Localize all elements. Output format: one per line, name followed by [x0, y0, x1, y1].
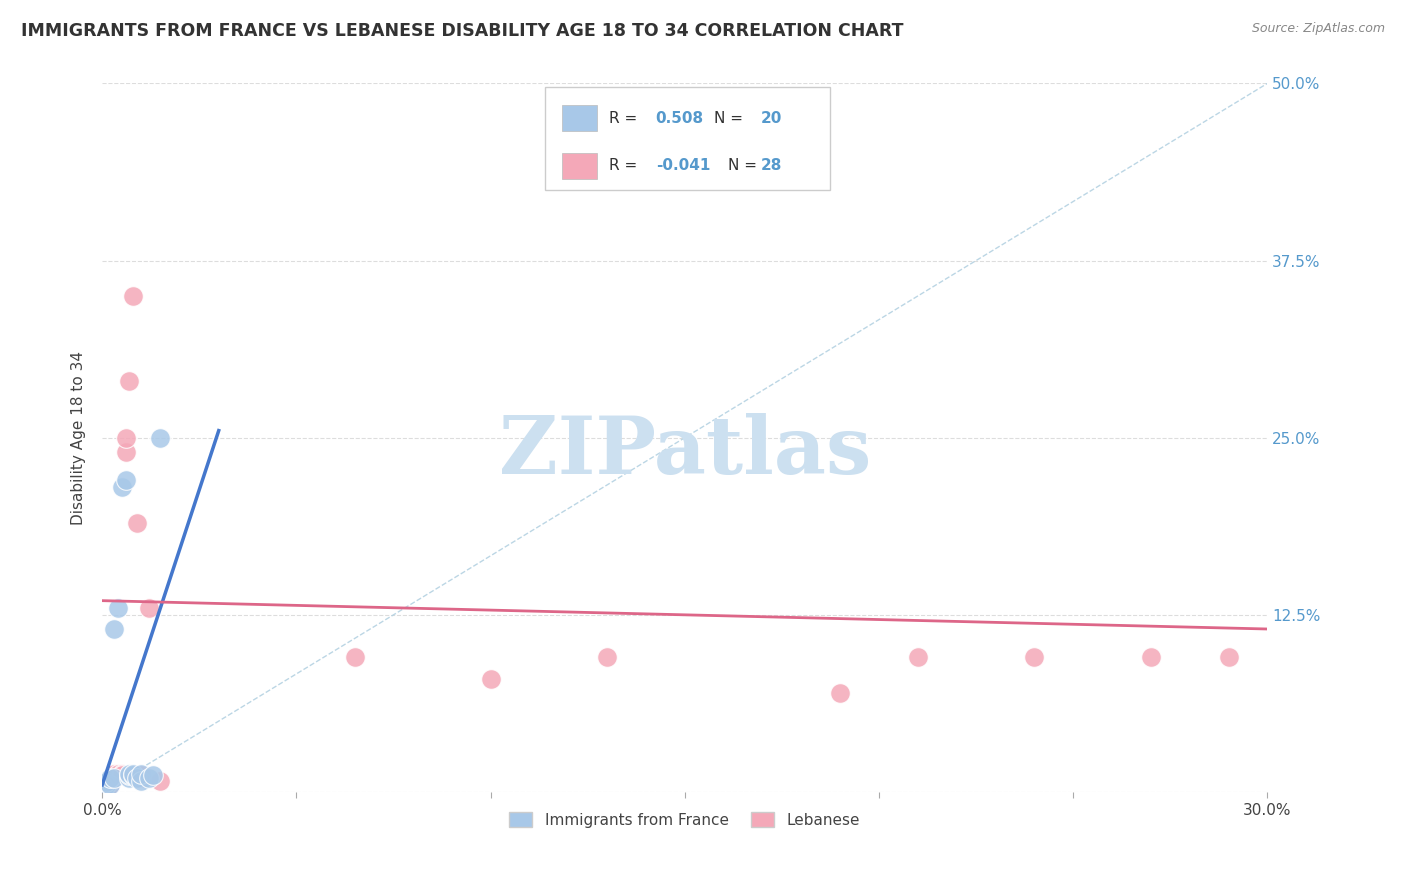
- Point: [479, 672, 502, 686]
- Text: R =: R =: [609, 111, 643, 126]
- Point: [343, 650, 366, 665]
- Y-axis label: Disability Age 18 to 34: Disability Age 18 to 34: [72, 351, 86, 524]
- Point: [1024, 650, 1046, 665]
- Point: [118, 771, 141, 785]
- Point: [107, 768, 129, 782]
- Point: [114, 473, 136, 487]
- Point: [830, 686, 852, 700]
- Point: [118, 768, 141, 782]
- Point: [103, 771, 125, 785]
- Point: [98, 778, 121, 792]
- Point: [114, 445, 136, 459]
- Text: -0.041: -0.041: [655, 159, 710, 173]
- Point: [107, 600, 129, 615]
- Point: [138, 600, 160, 615]
- Point: [103, 766, 125, 780]
- Point: [122, 768, 145, 782]
- Point: [103, 771, 125, 785]
- Point: [103, 622, 125, 636]
- Point: [142, 768, 165, 782]
- Point: [129, 766, 152, 780]
- Point: [1218, 650, 1240, 665]
- Text: IMMIGRANTS FROM FRANCE VS LEBANESE DISABILITY AGE 18 TO 34 CORRELATION CHART: IMMIGRANTS FROM FRANCE VS LEBANESE DISAB…: [21, 22, 904, 40]
- Point: [111, 766, 134, 780]
- Point: [98, 773, 121, 788]
- Point: [94, 778, 117, 792]
- Point: [129, 773, 152, 788]
- Point: [98, 778, 121, 792]
- Point: [107, 766, 129, 780]
- Point: [1140, 650, 1163, 665]
- Text: 20: 20: [761, 111, 782, 126]
- Point: [127, 516, 149, 530]
- Text: N =: N =: [728, 159, 762, 173]
- Text: Source: ZipAtlas.com: Source: ZipAtlas.com: [1251, 22, 1385, 36]
- Text: 0.508: 0.508: [655, 111, 704, 126]
- Point: [129, 768, 152, 782]
- Point: [129, 771, 152, 785]
- Point: [149, 773, 172, 788]
- Point: [138, 771, 160, 785]
- FancyBboxPatch shape: [562, 153, 598, 179]
- Point: [907, 650, 929, 665]
- Text: ZIPatlas: ZIPatlas: [499, 413, 870, 491]
- Text: 28: 28: [761, 159, 782, 173]
- Legend: Immigrants from France, Lebanese: Immigrants from France, Lebanese: [503, 805, 866, 834]
- Point: [118, 766, 141, 780]
- Point: [111, 480, 134, 494]
- Point: [149, 431, 172, 445]
- Point: [596, 650, 619, 665]
- Point: [127, 771, 149, 785]
- Point: [94, 778, 117, 792]
- Point: [103, 768, 125, 782]
- Point: [118, 374, 141, 388]
- Point: [122, 289, 145, 303]
- Text: R =: R =: [609, 159, 643, 173]
- Point: [94, 775, 117, 789]
- Point: [114, 431, 136, 445]
- Point: [98, 771, 121, 785]
- FancyBboxPatch shape: [546, 87, 831, 190]
- FancyBboxPatch shape: [562, 105, 598, 131]
- Text: N =: N =: [714, 111, 748, 126]
- Point: [111, 768, 134, 782]
- Point: [122, 766, 145, 780]
- Point: [98, 771, 121, 785]
